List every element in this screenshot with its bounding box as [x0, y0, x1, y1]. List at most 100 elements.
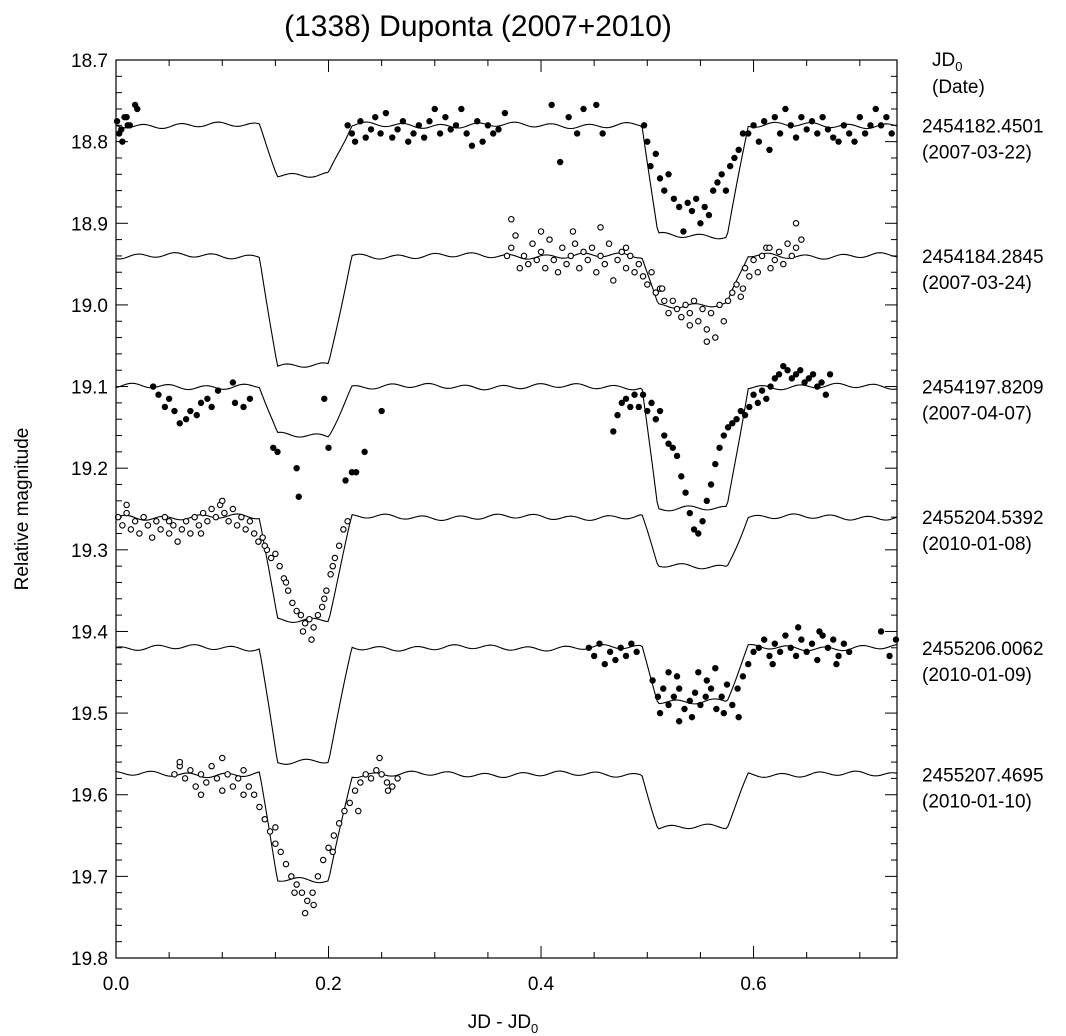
data-point — [181, 775, 189, 782]
data-point — [288, 873, 295, 880]
data-point — [310, 624, 317, 631]
data-point — [119, 522, 126, 529]
axis-ticks: 18.7 18.8 18.9 19.0 19.1 19.2 19.3 19.4 19.5 19.6… — [71, 51, 897, 995]
data-point — [830, 134, 837, 141]
data-point — [886, 652, 893, 660]
data-point — [335, 820, 343, 827]
data-point — [652, 416, 659, 423]
data-point — [798, 636, 805, 643]
data-point — [197, 530, 205, 537]
data-point — [763, 395, 770, 402]
data-point — [208, 762, 215, 770]
data-point — [670, 195, 678, 202]
data-point — [766, 652, 773, 660]
data-point — [245, 783, 253, 790]
data-point — [665, 171, 672, 178]
data-point — [389, 134, 396, 141]
data-point — [665, 440, 672, 447]
data-point — [684, 199, 691, 207]
data-point — [792, 652, 800, 660]
data-point — [767, 383, 774, 390]
data-point — [726, 162, 734, 170]
data-point — [520, 252, 528, 260]
data-point — [722, 187, 730, 194]
data-point — [259, 534, 266, 541]
data-point — [814, 130, 821, 137]
data-point — [755, 138, 763, 145]
data-point — [596, 640, 603, 647]
data-point — [233, 522, 241, 529]
data-point — [293, 607, 300, 615]
data-point — [686, 509, 693, 517]
data-point — [686, 309, 694, 317]
data-point — [250, 791, 258, 798]
data-point — [775, 371, 783, 378]
data-point — [614, 256, 621, 264]
data-point — [754, 268, 762, 276]
data-point — [569, 228, 577, 235]
y-tick-label: 19.0 — [71, 296, 108, 317]
data-point — [627, 403, 634, 411]
data-point — [161, 513, 169, 521]
data-point — [246, 395, 254, 402]
data-point — [735, 713, 742, 721]
data-point — [372, 113, 379, 121]
data-point — [282, 860, 290, 868]
model-curve-3 — [115, 382, 898, 512]
night-date-label: (2007-04-07) — [922, 404, 1032, 425]
data-point — [355, 807, 362, 815]
data-point — [647, 162, 654, 170]
data-point — [803, 648, 810, 656]
data-point — [182, 517, 190, 525]
data-point — [174, 538, 181, 545]
data-point — [622, 652, 630, 660]
data-point — [814, 656, 821, 664]
data-point — [652, 289, 660, 296]
data-point — [688, 207, 696, 215]
data-point — [295, 493, 302, 500]
data-point — [861, 130, 869, 137]
y-tick-label: 19.8 — [71, 949, 108, 970]
data-point — [758, 252, 766, 260]
night-date-label: (2010-01-08) — [922, 534, 1032, 555]
data-point — [329, 562, 337, 570]
data-point — [165, 530, 173, 537]
data-point — [780, 362, 787, 370]
data-point — [508, 244, 515, 252]
data-point — [597, 252, 604, 260]
data-point — [675, 718, 683, 725]
data-point — [291, 889, 298, 896]
data-point — [187, 530, 194, 537]
data-point — [877, 628, 885, 635]
data-point — [840, 122, 848, 129]
data-point — [784, 367, 791, 374]
data-point — [648, 268, 655, 276]
data-point — [261, 815, 269, 823]
data-point — [648, 399, 655, 407]
data-point — [851, 138, 858, 145]
data-point — [745, 660, 752, 668]
data-point — [888, 130, 895, 137]
data-point — [351, 787, 359, 794]
data-point — [675, 685, 683, 692]
data-point — [274, 448, 281, 456]
data-point — [635, 260, 643, 268]
data-point — [357, 118, 364, 125]
data-point — [733, 281, 740, 288]
data-point — [567, 252, 575, 260]
data-point — [734, 685, 741, 692]
data-point — [580, 248, 587, 256]
data-point — [627, 252, 634, 260]
data-point — [737, 293, 745, 300]
data-point — [688, 713, 696, 721]
data-point — [212, 513, 220, 521]
data-point — [755, 644, 763, 651]
data-point — [431, 105, 438, 113]
data-point — [123, 501, 130, 509]
data-point — [533, 256, 541, 264]
data-point — [256, 803, 263, 811]
data-point — [605, 240, 613, 247]
data-point — [833, 660, 840, 668]
data-point — [824, 644, 832, 651]
